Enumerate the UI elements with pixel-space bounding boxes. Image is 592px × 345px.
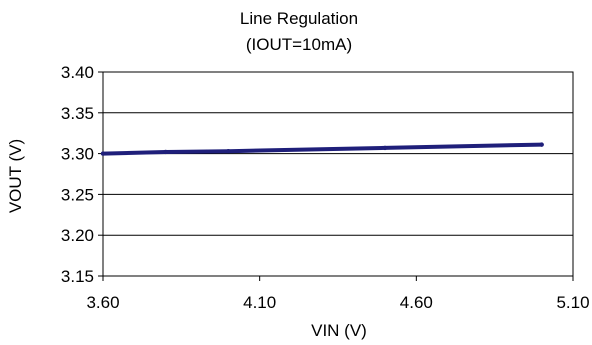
y-tick-label: 3.15 [61,267,94,286]
y-axis-label: VOUT (V) [6,139,25,213]
grid-lines [103,112,573,236]
data-point [163,149,168,155]
x-tick-label: 4.60 [400,293,433,312]
axis-ticks: 3.40 3.35 3.30 3.25 3.20 3.15 3.60 4.10 4.60 5.10 [61,63,590,312]
data-point [382,145,388,151]
chart-title: Line Regulation [240,9,358,28]
y-tick-label: 3.25 [61,185,94,204]
y-tick-label: 3.40 [61,63,94,82]
chart-subtitle: (IOUT=10mA) [246,35,352,54]
x-tick-label: 3.60 [86,293,119,312]
series-line-0 [101,142,544,156]
x-tick-label: 5.10 [556,293,589,312]
plot-area-frame [102,71,574,277]
y-tick-label: 3.35 [61,104,94,123]
x-axis-label: VIN (V) [311,321,367,340]
series-lines [100,142,544,156]
data-point [539,142,544,147]
x-tick-label: 4.10 [243,293,276,312]
data-point [226,148,231,154]
data-point [100,151,106,156]
y-tick-label: 3.30 [61,145,94,164]
y-tick-label: 3.20 [61,226,94,245]
